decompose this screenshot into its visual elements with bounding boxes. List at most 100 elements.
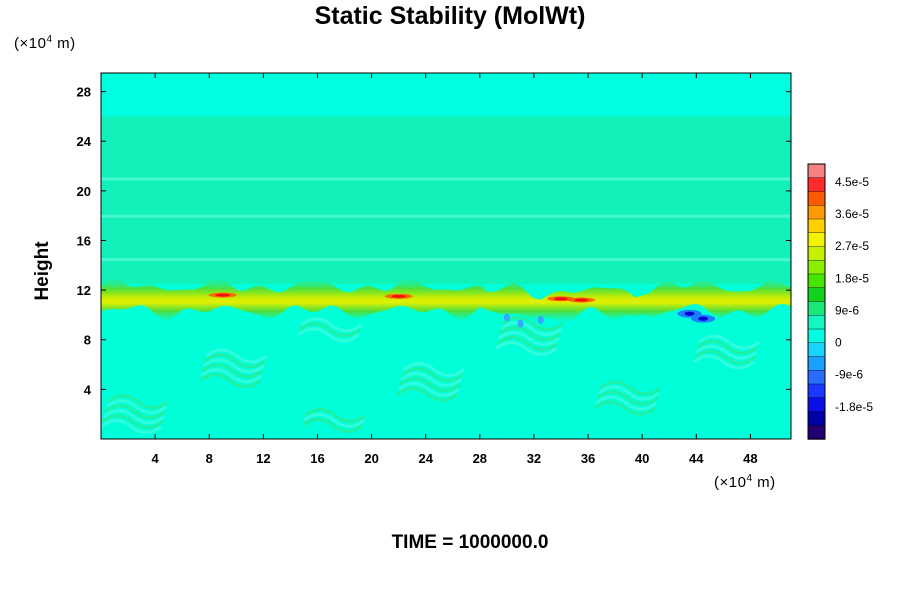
turbulence-swirl [399,376,461,392]
negative-pocket [503,313,510,322]
colorbar-swatch [807,163,826,179]
upper-layer [101,73,791,117]
turbulence-swirl [202,358,265,374]
stable-band [101,277,791,323]
colorbar-swatch [807,342,826,358]
x-tick-label: 4 [152,451,160,466]
colorbar-label: -9e-6 [835,368,863,382]
turbulence-swirl [692,354,755,370]
turbulence-swirl [497,331,560,346]
turbulence-swirl [101,414,164,430]
stratification-streak [101,258,791,262]
turbulence-swirl [396,386,459,402]
colorbar-swatch [807,260,826,275]
turbulence-swirl [397,381,460,397]
time-label: TIME = 1000000.0 [391,532,549,553]
turbulence-swirl [403,362,465,378]
turbulence-swirl [297,327,360,343]
x-tick-label: 48 [743,451,757,466]
turbulence-swirl [593,400,656,416]
colorbar-swatch [807,287,826,303]
colorbar-swatch [807,232,826,248]
turbulence-swirl [204,353,267,369]
turbulence-swirl [102,409,165,425]
turbulence-swirl [105,399,168,415]
turbulence-swirl [698,334,760,350]
colorbar-swatch [807,218,826,234]
colorbar-swatch [807,246,826,261]
colorbar-frame [807,163,826,440]
turbulence-swirl [205,348,268,364]
plot-frame [100,72,792,440]
y-tick-label: 12 [77,283,91,298]
colorbar-swatch [807,383,826,399]
colorbar-swatch [807,191,826,206]
colorbar-label: 2.7e-5 [835,239,869,253]
turbulence-swirl [496,335,559,351]
turbulence-swirl [400,371,463,387]
colorbar-label: 0 [835,336,842,350]
turbulence-swirl [596,390,659,406]
y-tick-label: 28 [77,85,91,100]
turbulence-swirl [500,321,563,337]
turbulence-swirl [595,395,658,411]
x-tick-label: 24 [418,451,433,466]
turbulence-swirl [104,404,166,420]
x-tick-label: 12 [256,451,270,466]
turbulence-swirl [301,417,364,433]
colorbar-swatch [807,328,826,344]
y-tick-label: 20 [77,184,91,199]
x-tick-label: 28 [473,451,487,466]
y-axis-units: (×104 m) [14,34,76,52]
colorbar-label: 9e-6 [835,303,859,317]
heatmap-field [101,73,791,439]
y-tick-label: 4 [84,382,92,397]
x-tick-label: 40 [635,451,649,466]
colorbar-label: 1.8e-5 [835,271,869,285]
y-tick-label: 8 [84,333,91,348]
turbulence-swirl [106,394,169,410]
negative-pocket-core [698,316,709,321]
turbulence-swirl [303,412,365,428]
turbulence-swirl [597,385,660,401]
turbulence-swirl [198,373,261,389]
x-tick-label: 32 [527,451,541,466]
x-tick-label: 16 [310,451,324,466]
turbulence-swirl [495,340,557,356]
mid-layer [101,116,791,284]
stratification-streak [101,177,791,181]
turbulence-swirl [401,366,464,382]
turbulence-swirl [304,407,367,423]
negative-pocket [517,319,524,328]
colorbar-swatch [807,205,826,220]
turbulence-swirl [499,326,562,342]
chart-title: Static Stability (MolWt) [314,2,586,30]
colorbar-label: 3.6e-5 [835,207,869,221]
turbulence-swirl [300,317,363,333]
colorbar-swatch [807,177,826,193]
colorbar-swatch [807,411,826,426]
y-tick-label: 24 [77,134,92,149]
positive-peak-core [215,293,230,297]
colorbar-swatch [807,356,826,371]
colorbar-swatch [807,273,826,289]
positive-peak-core [391,294,406,298]
colorbar: 4.5e-5 3.6e-5 2.7e-5 1.8e-5 9e-6 0 -9e-6 -1.8e-… [807,163,873,440]
turbulence-swirl [501,316,564,332]
x-tick-label: 36 [581,451,595,466]
turbulence-swirl [694,349,756,365]
colorbar-swatch [807,370,826,385]
colorbar-swatch [807,315,826,330]
x-tick-label: 8 [206,451,213,466]
x-tick-label: 20 [364,451,378,466]
negative-pocket-core [684,311,695,316]
x-tick-label: 44 [689,451,704,466]
turbulence-swirl [101,419,162,435]
turbulence-swirl [695,344,758,360]
colorbar-swatch [807,425,826,440]
colorbar-swatch [807,301,826,316]
negative-pocket [537,315,544,324]
turbulence-swirl [696,339,759,355]
